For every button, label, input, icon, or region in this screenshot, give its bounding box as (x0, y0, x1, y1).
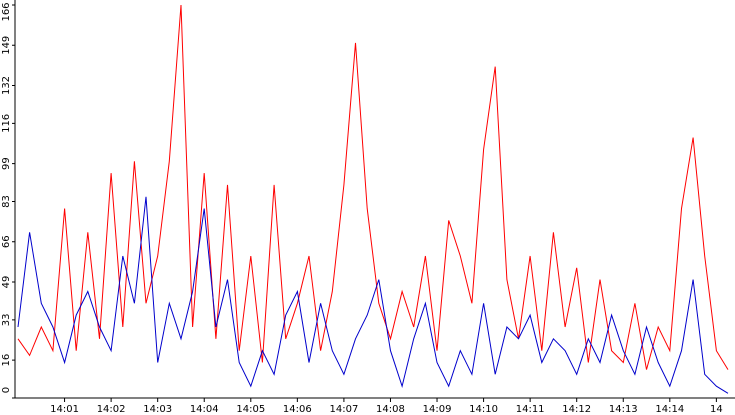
y-tick-label: 33 (1, 314, 12, 327)
y-tick-label: 132 (1, 76, 12, 95)
x-tick-label: 14:05 (236, 404, 265, 415)
y-tick-label: 49 (1, 276, 12, 289)
x-tick-label: 14:06 (283, 404, 312, 415)
x-tick-label: 14:03 (143, 404, 172, 415)
y-tick-label: 99 (1, 157, 12, 170)
x-tick-label: 14:08 (376, 404, 405, 415)
data-line (17, 4, 729, 370)
y-tick-label: 149 (1, 36, 12, 55)
x-tick-label: 14:09 (423, 404, 452, 415)
x-tick-label: 14:10 (469, 404, 498, 415)
x-tick-label: 14 (710, 404, 723, 415)
x-tick-label: 14:02 (97, 404, 126, 415)
data-line (17, 196, 729, 394)
y-tick-label: 83 (1, 195, 12, 208)
x-tick-label: 14:14 (655, 404, 684, 415)
y-tick-label: 16 (1, 354, 12, 367)
x-tick-label: 14:07 (329, 404, 358, 415)
y-tick-label: 66 (1, 235, 12, 248)
x-tick-label: 14:11 (516, 404, 545, 415)
x-tick-label: 14:13 (609, 404, 638, 415)
x-tick-label: 14:01 (50, 404, 79, 415)
y-tick-label: 0 (1, 387, 12, 393)
y-tick-label: 166 (1, 2, 12, 21)
x-tick-label: 14:04 (190, 404, 219, 415)
y-tick-label: 116 (1, 114, 12, 133)
x-tick-label: 14:12 (562, 404, 591, 415)
